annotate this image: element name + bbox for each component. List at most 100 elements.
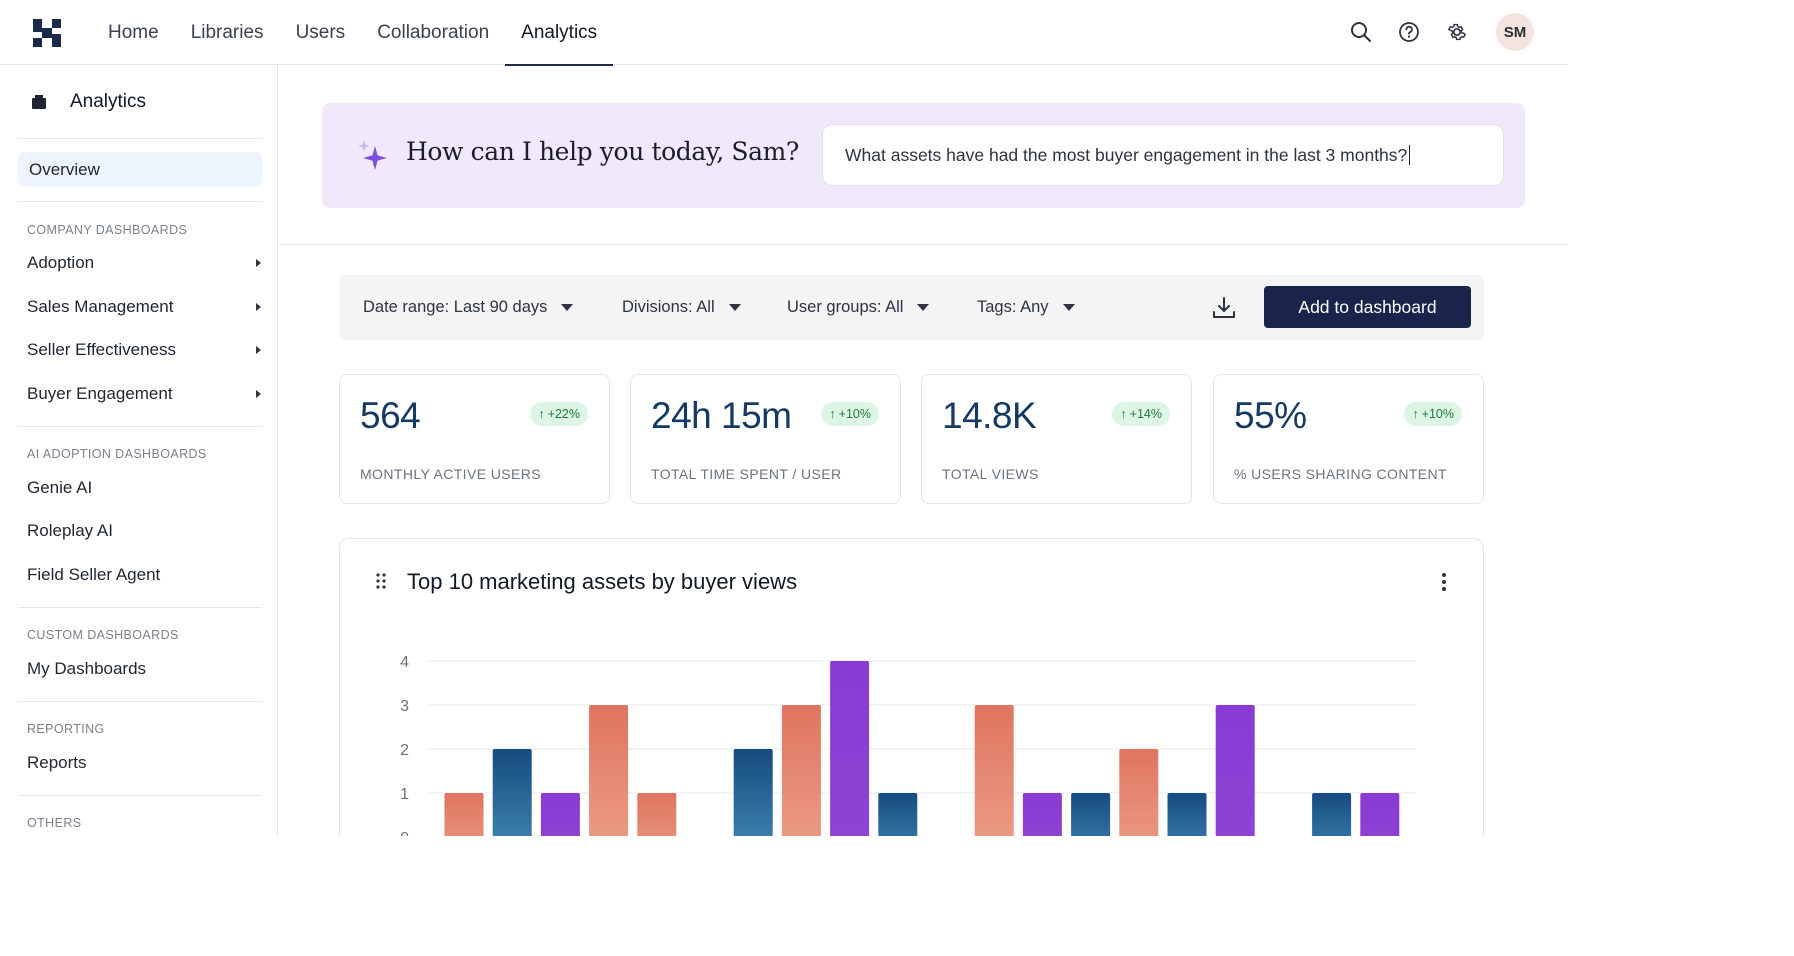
chart-bar[interactable] [589, 705, 629, 836]
y-tick-label: 1 [400, 786, 409, 803]
kpi-change-badge: ↑ +14% [1112, 402, 1170, 426]
arrow-up-icon: ↑ [829, 407, 836, 421]
section-label-reporting: REPORTING [27, 722, 105, 736]
main-nav: Home Libraries Users Collaboration Analy… [92, 0, 614, 66]
chart-bar[interactable] [878, 793, 918, 836]
user-groups-dropdown[interactable]: User groups: All [787, 275, 930, 340]
top-icons: SM [1348, 13, 1534, 51]
bar-chart: 4 3 2 1 0 [400, 654, 1415, 836]
date-range-dropdown[interactable]: Date range: Last 90 days [363, 275, 574, 340]
ai-greeting: How can I help you today, Sam? [406, 137, 799, 166]
nav-collaboration[interactable]: Collaboration [377, 21, 490, 43]
kpi-card-time-spent: 24h 15m ↑ +10% TOTAL TIME SPENT / USER [630, 374, 901, 504]
sidebar-item-label: Seller Effectiveness [27, 340, 176, 359]
tags-dropdown[interactable]: Tags: Any [977, 275, 1075, 340]
nav-analytics[interactable]: Analytics [505, 0, 614, 66]
analytics-icon [32, 95, 46, 109]
section-label-company: COMPANY DASHBOARDS [27, 223, 188, 237]
chart-bar[interactable] [1360, 793, 1400, 836]
kpi-change-badge: ↑ +22% [530, 402, 588, 426]
caret-right-icon [256, 303, 261, 311]
kpi-label: % USERS SHARING CONTENT [1234, 466, 1447, 482]
kpi-card-monthly-active-users: 564 ↑ +22% MONTHLY ACTIVE USERS [339, 374, 610, 504]
sidebar-item-label: Sales Management [27, 297, 174, 316]
divider [18, 795, 262, 796]
chart-card: Top 10 marketing assets by buyer views 4… [339, 538, 1484, 836]
chevron-down-icon [728, 304, 741, 311]
user-avatar[interactable]: SM [1496, 13, 1534, 51]
app-logo[interactable] [33, 19, 61, 47]
chart-bar[interactable] [733, 749, 773, 836]
caret-right-icon [256, 259, 261, 267]
section-label-ai-adoption: AI ADOPTION DASHBOARDS [27, 447, 207, 461]
section-label-others: OTHERS [27, 816, 82, 830]
chart-bar[interactable] [974, 705, 1014, 836]
kpi-value: 55% [1234, 395, 1307, 436]
divider [18, 138, 262, 139]
chart-bar[interactable] [1022, 793, 1062, 836]
divider [279, 244, 1568, 245]
chart-bar[interactable] [1215, 705, 1255, 836]
gear-icon[interactable] [1444, 19, 1470, 45]
kpi-change-badge: ↑ +10% [821, 402, 879, 426]
ai-query-text: What assets have had the most buyer enga… [845, 144, 1408, 165]
ai-assistant-banner: How can I help you today, Sam? What asse… [322, 103, 1525, 208]
add-to-dashboard-button[interactable]: Add to dashboard [1264, 286, 1471, 328]
text-cursor [1409, 145, 1411, 165]
main-content: How can I help you today, Sam? What asse… [279, 65, 1568, 836]
chart-bar[interactable] [781, 705, 821, 836]
caret-right-icon [256, 346, 261, 354]
sidebar: Analytics Overview COMPANY DASHBOARDS Ad… [0, 65, 278, 836]
kpi-value: 14.8K [942, 395, 1037, 436]
help-icon[interactable] [1396, 19, 1422, 45]
section-label-custom: CUSTOM DASHBOARDS [27, 628, 179, 642]
kpi-change: +10% [838, 407, 871, 421]
sidebar-item-field-seller-agent[interactable]: Field Seller Agent [27, 565, 161, 584]
sidebar-item-buyer-engagement[interactable]: Buyer Engagement [27, 384, 263, 404]
divider [18, 201, 262, 202]
sidebar-item-label: Adoption [27, 253, 95, 272]
sidebar-item-reports[interactable]: Reports [27, 753, 87, 772]
chart-bar[interactable] [830, 661, 870, 836]
ai-query-input[interactable]: What assets have had the most buyer enga… [822, 124, 1504, 186]
chart-bar[interactable] [1167, 793, 1207, 836]
y-tick-label: 2 [400, 742, 409, 759]
chart-title: Top 10 marketing assets by buyer views [407, 569, 798, 594]
sidebar-item-genie-ai[interactable]: Genie AI [27, 478, 93, 497]
kpi-change-badge: ↑ +10% [1404, 402, 1462, 426]
kpi-label: TOTAL TIME SPENT / USER [651, 466, 842, 482]
sidebar-item-my-dashboards[interactable]: My Dashboards [27, 659, 147, 678]
kpi-label: TOTAL VIEWS [942, 466, 1039, 482]
divisions-dropdown[interactable]: Divisions: All [622, 275, 741, 340]
chart-bar[interactable] [637, 793, 677, 836]
user-groups-label: User groups: All [787, 298, 904, 316]
sidebar-item-sales-management[interactable]: Sales Management [27, 297, 263, 317]
sidebar-item-roleplay-ai[interactable]: Roleplay AI [27, 521, 113, 540]
chevron-down-icon [1062, 304, 1075, 311]
y-tick-label: 3 [400, 698, 409, 715]
chart-bar[interactable] [1119, 749, 1159, 836]
sidebar-item-adoption[interactable]: Adoption [27, 253, 263, 273]
more-options-icon[interactable] [1441, 572, 1447, 592]
caret-right-icon [256, 390, 261, 398]
y-tick-label: 4 [400, 654, 409, 671]
chart-bar[interactable] [492, 749, 532, 836]
sidebar-item-overview[interactable]: Overview [18, 152, 262, 187]
sidebar-header: Analytics [30, 91, 146, 113]
chart-bar[interactable] [1071, 793, 1111, 836]
sparkle-icon [358, 140, 387, 170]
search-icon[interactable] [1348, 19, 1374, 45]
chart-bar[interactable] [540, 793, 580, 836]
nav-users[interactable]: Users [295, 21, 346, 43]
nav-home[interactable]: Home [108, 21, 159, 43]
kpi-value: 564 [360, 395, 421, 436]
arrow-up-icon: ↑ [1120, 407, 1127, 421]
drag-handle-icon[interactable] [375, 572, 387, 590]
kpi-label: MONTHLY ACTIVE USERS [360, 466, 541, 482]
divisions-label: Divisions: All [622, 298, 715, 316]
sidebar-item-seller-effectiveness[interactable]: Seller Effectiveness [27, 340, 263, 360]
download-icon[interactable] [1211, 295, 1237, 321]
chart-bar[interactable] [444, 793, 484, 836]
chart-bar[interactable] [1312, 793, 1352, 836]
nav-libraries[interactable]: Libraries [190, 21, 264, 43]
